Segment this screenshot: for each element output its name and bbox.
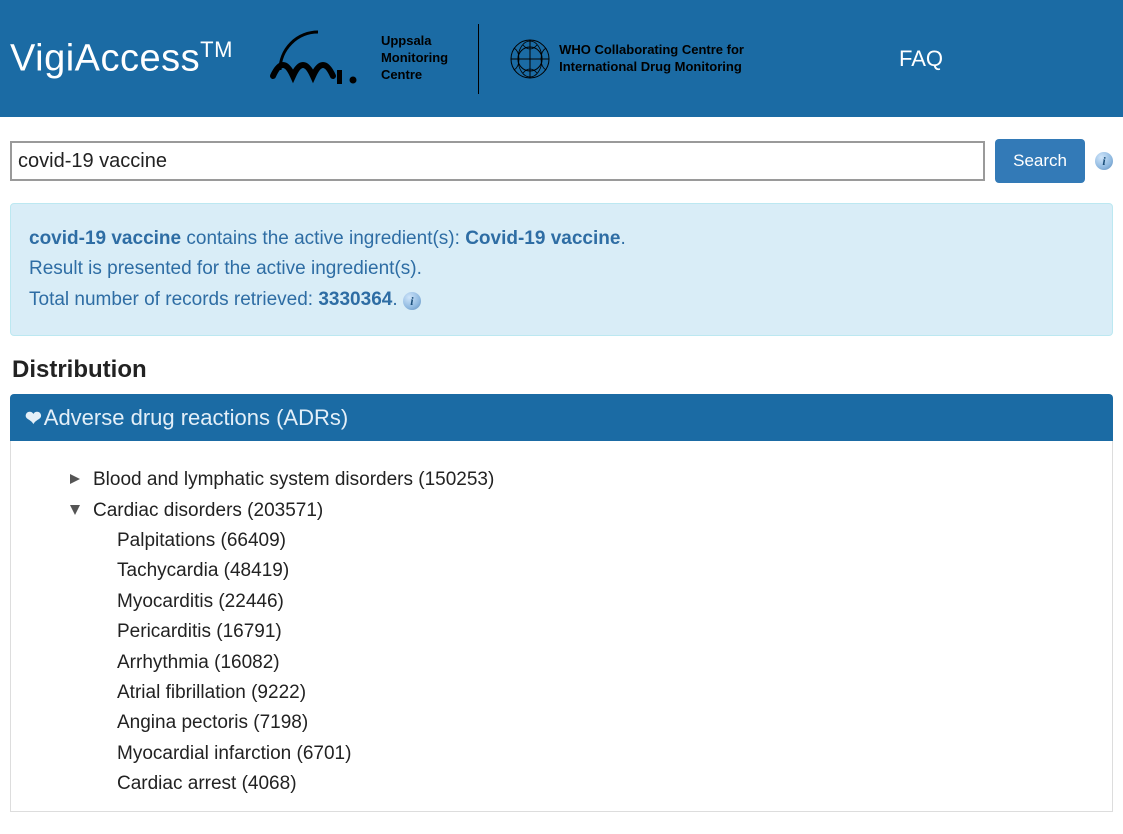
tree-item-label: Atrial fibrillation (9222) (117, 678, 306, 708)
info-icon[interactable]: i (403, 292, 421, 310)
umc-label-line2: Monitoring (381, 50, 448, 67)
adr-tree: Blood and lymphatic system disorders (15… (21, 465, 1102, 799)
tree-item-label: Myocarditis (22446) (117, 587, 284, 617)
brand-logo: VigiAccessTM (10, 37, 233, 81)
who-label-line2: International Drug Monitoring (559, 59, 744, 76)
result-line2: Result is presented for the active ingre… (29, 254, 1094, 284)
tree-item-row[interactable]: Angina pectoris (7198) (21, 708, 1102, 738)
search-button[interactable]: Search (995, 139, 1085, 183)
tree-category-row[interactable]: Cardiac disorders (203571) (21, 496, 1102, 526)
tree-item-row[interactable]: Cardiac arrest (4068) (21, 769, 1102, 799)
result-line3-suffix: . (392, 289, 403, 310)
result-total-records: 3330364 (318, 289, 392, 310)
info-icon[interactable]: i (1095, 152, 1113, 170)
tree-category-row[interactable]: Blood and lymphatic system disorders (15… (21, 465, 1102, 495)
tree-expand-icon[interactable] (69, 465, 85, 495)
search-row: Search i (0, 117, 1123, 193)
tree-item-label: Arrhythmia (16082) (117, 648, 280, 678)
tree-item-row[interactable]: Tachycardia (48419) (21, 556, 1102, 586)
tree-collapse-icon[interactable] (69, 496, 85, 526)
umc-label-line1: Uppsala (381, 33, 448, 50)
tree-item-row[interactable]: Palpitations (66409) (21, 526, 1102, 556)
tree-item-label: Palpitations (66409) (117, 526, 286, 556)
who-label-line1: WHO Collaborating Centre for (559, 42, 744, 59)
search-input[interactable] (10, 141, 985, 181)
result-searched-term: covid-19 vaccine (29, 228, 181, 249)
result-contains-text: contains the active ingredient(s): (181, 228, 465, 249)
umc-icon (263, 24, 373, 94)
result-line3: Total number of records retrieved: 33303… (29, 285, 1094, 315)
header-bar: VigiAccessTM Uppsala Monitoring Centre (0, 0, 1123, 117)
umc-label-line3: Centre (381, 67, 448, 84)
result-info-box: covid-19 vaccine contains the active ing… (10, 203, 1113, 336)
tree-item-row[interactable]: Myocarditis (22446) (21, 587, 1102, 617)
adr-accordion-header[interactable]: ❤Adverse drug reactions (ADRs) (10, 394, 1113, 441)
tree-category-label: Blood and lymphatic system disorders (15… (93, 465, 494, 495)
tree-item-label: Cardiac arrest (4068) (117, 769, 297, 799)
tree-item-label: Myocardial infarction (6701) (117, 739, 351, 769)
umc-label: Uppsala Monitoring Centre (381, 33, 448, 84)
umc-logo: Uppsala Monitoring Centre (263, 24, 448, 94)
brand-text: VigiAccess (10, 37, 200, 79)
result-period1: . (620, 228, 625, 249)
faq-link[interactable]: FAQ (899, 46, 943, 72)
tree-item-row[interactable]: Myocardial infarction (6701) (21, 739, 1102, 769)
result-line1: covid-19 vaccine contains the active ing… (29, 224, 1094, 254)
adr-accordion-title: Adverse drug reactions (ADRs) (44, 405, 348, 431)
tree-category-label: Cardiac disorders (203571) (93, 496, 323, 526)
tree-item-label: Pericarditis (16791) (117, 617, 282, 647)
tree-item-label: Angina pectoris (7198) (117, 708, 308, 738)
tree-item-row[interactable]: Arrhythmia (16082) (21, 648, 1102, 678)
brand-tm: TM (200, 37, 233, 62)
tree-item-label: Tachycardia (48419) (117, 556, 289, 586)
tree-item-row[interactable]: Pericarditis (16791) (21, 617, 1102, 647)
tree-item-row[interactable]: Atrial fibrillation (9222) (21, 678, 1102, 708)
who-logo: WHO Collaborating Centre for Internation… (509, 38, 744, 80)
adr-accordion-body: Blood and lymphatic system disorders (15… (10, 441, 1113, 812)
result-line3-prefix: Total number of records retrieved: (29, 289, 318, 310)
chevron-down-icon: ❤ (25, 406, 42, 431)
who-label: WHO Collaborating Centre for Internation… (559, 42, 744, 76)
result-active-ingredient: Covid-19 vaccine (465, 228, 620, 249)
who-icon (509, 38, 551, 80)
logo-divider (478, 24, 479, 94)
distribution-title: Distribution (0, 356, 1123, 394)
